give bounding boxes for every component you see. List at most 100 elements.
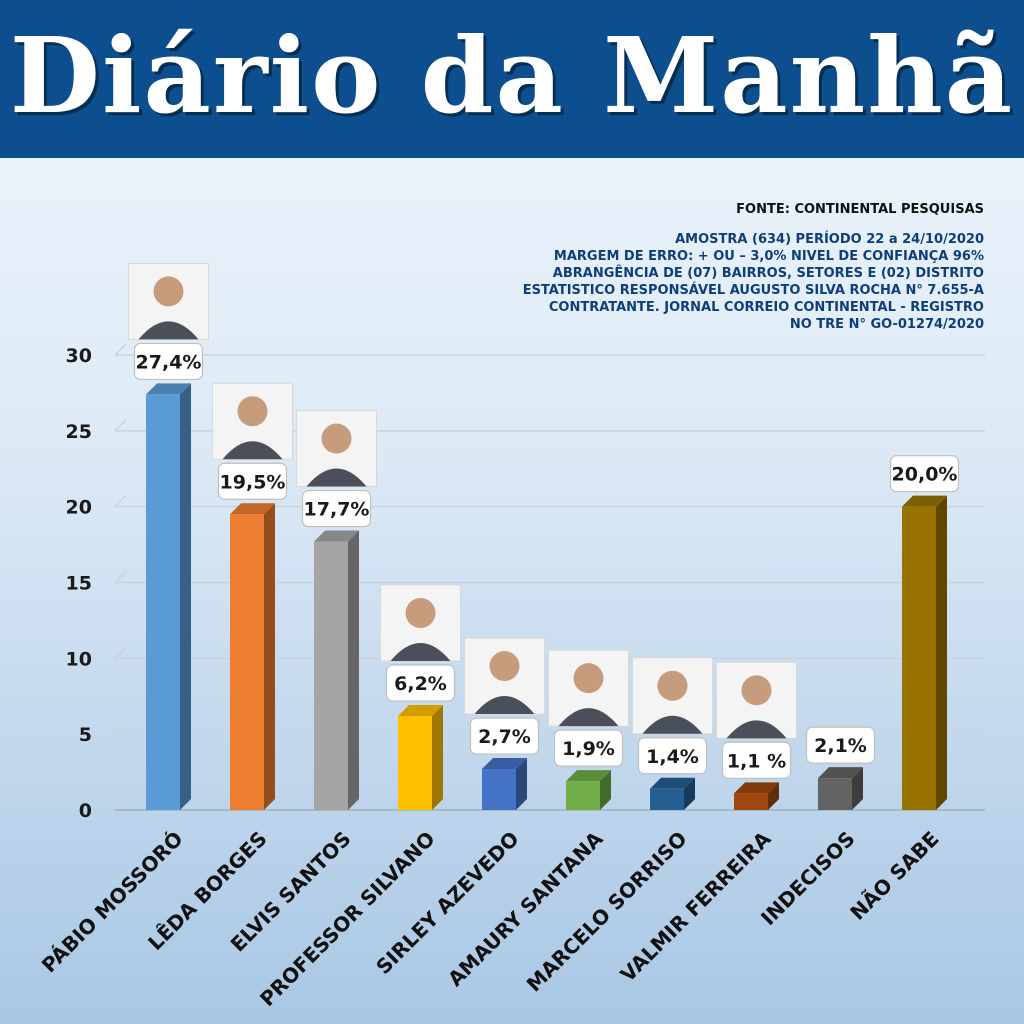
value-label-box — [553, 729, 624, 767]
portrait-head — [237, 396, 268, 427]
candidate-portrait-icon — [716, 661, 797, 739]
candidate-portrait-icon — [548, 649, 629, 727]
bar — [902, 506, 936, 810]
portrait-body — [726, 720, 787, 739]
methodology-box: FONTE: CONTINENTAL PESQUISAS AMOSTRA (63… — [384, 202, 984, 333]
y-tick-label: 0 — [79, 800, 92, 822]
candidate-portrait-icon — [380, 584, 461, 662]
bar — [482, 769, 516, 810]
value-label-box — [637, 737, 708, 775]
y-tick-label: 30 — [66, 345, 92, 367]
y-tick-label: 15 — [66, 573, 92, 595]
category-label: SIRLEY AZEVEDO — [371, 827, 523, 979]
methodology-line: CONTRATANTE. JORNAL CORREIO CONTINENTAL … — [548, 300, 984, 315]
bar-side — [600, 770, 611, 810]
category-label: NÃO SABE — [845, 827, 943, 925]
portrait-head — [741, 675, 772, 706]
gridline-depth — [114, 722, 127, 735]
value-label: 1,1 % — [727, 750, 786, 772]
value-label: 2,7% — [478, 726, 531, 748]
portrait-body — [474, 696, 535, 715]
bar-top — [146, 383, 191, 395]
y-tick-label: 25 — [66, 421, 92, 443]
portrait-head — [153, 276, 184, 307]
bar-top — [902, 495, 947, 507]
bar-side — [264, 503, 275, 810]
newspaper-title: Diário da Manhã — [9, 14, 1015, 137]
bar-side — [852, 767, 863, 810]
bar-top — [230, 503, 275, 515]
bar-top — [818, 767, 863, 779]
value-label: 19,5% — [220, 471, 286, 493]
methodology-line: MARGEM DE ERRO: + OU – 3,0% NIVEL DE CON… — [553, 249, 984, 264]
value-label-box — [469, 717, 540, 755]
portrait-head — [573, 663, 604, 694]
bar — [230, 514, 264, 810]
category-label: PÁBIO MOSSORÓ — [37, 827, 188, 978]
gridline-depth — [114, 419, 127, 432]
value-label: 1,9% — [562, 738, 615, 760]
bar-top — [482, 758, 527, 770]
value-label-box — [721, 741, 792, 779]
bar — [734, 793, 768, 810]
y-tick-label: 5 — [79, 724, 92, 746]
bar — [650, 788, 684, 810]
methodology-text: AMOSTRA (634) PERÍODO 22 a 24/10/2020 MA… — [384, 231, 984, 333]
category-label: AMAURY SANTANA — [443, 826, 608, 991]
value-label-box — [301, 489, 372, 528]
value-label-box — [217, 462, 288, 500]
gridline-depth — [114, 646, 127, 659]
candidate-portrait-icon — [212, 382, 293, 460]
value-label-box — [805, 726, 876, 764]
bar — [566, 781, 600, 810]
value-label-box — [133, 342, 204, 381]
bar-top — [566, 770, 611, 782]
bar — [818, 778, 852, 810]
portrait-body — [138, 321, 199, 340]
bar-side — [516, 758, 527, 810]
bar-side — [768, 782, 779, 810]
portrait-head — [489, 651, 520, 682]
methodology-line: ABRANGÊNCIA DE (07) BAIRROS, SETORES E (… — [552, 266, 984, 281]
y-tick-label: 20 — [66, 497, 92, 519]
portrait-body — [306, 468, 367, 487]
portrait-head — [405, 597, 436, 628]
candidate-portrait-icon — [464, 637, 545, 715]
portrait-head — [321, 423, 352, 454]
bar — [146, 394, 180, 810]
gridline-depth — [114, 495, 127, 508]
category-label: MARCELO SORRISO — [522, 827, 692, 997]
gridline-depth — [114, 570, 127, 584]
bar-top — [314, 530, 359, 542]
bar-side — [432, 704, 443, 810]
methodology-line: ESTATISTICO RESPONSÁVEL AUGUSTO SILVA RO… — [522, 283, 984, 298]
gridline-depth — [114, 343, 127, 356]
methodology-line: AMOSTRA (634) PERÍODO 22 a 24/10/2020 — [675, 232, 984, 247]
methodology-line: NO TRE N° GO-01274/2020 — [789, 317, 984, 332]
candidate-portrait-icon — [296, 410, 377, 488]
category-label: VALMIR FERREIRA — [616, 826, 776, 986]
bar-side — [936, 495, 947, 810]
portrait-body — [558, 708, 619, 727]
value-label-box — [889, 455, 960, 493]
gridline-depth — [114, 798, 127, 811]
candidate-portrait-icon — [128, 262, 209, 340]
value-label: 17,7% — [304, 499, 370, 521]
category-label: PROFESSOR SILVANO — [255, 827, 439, 1011]
candidate-portrait-icon — [632, 657, 713, 735]
bar-side — [348, 530, 359, 810]
portrait-body — [642, 715, 703, 734]
value-label-box — [385, 664, 456, 702]
bar-side — [180, 383, 191, 810]
masthead: Diário da Manhã — [0, 0, 1024, 158]
bar-top — [398, 704, 443, 716]
bar — [398, 715, 432, 810]
value-label: 2,1% — [814, 735, 867, 757]
bar-top — [734, 782, 779, 794]
source-line: FONTE: CONTINENTAL PESQUISAS — [736, 202, 984, 217]
bar-top — [650, 777, 695, 789]
value-label: 20,0% — [892, 464, 958, 486]
portrait-body — [390, 642, 451, 661]
y-tick-label: 10 — [66, 648, 92, 670]
